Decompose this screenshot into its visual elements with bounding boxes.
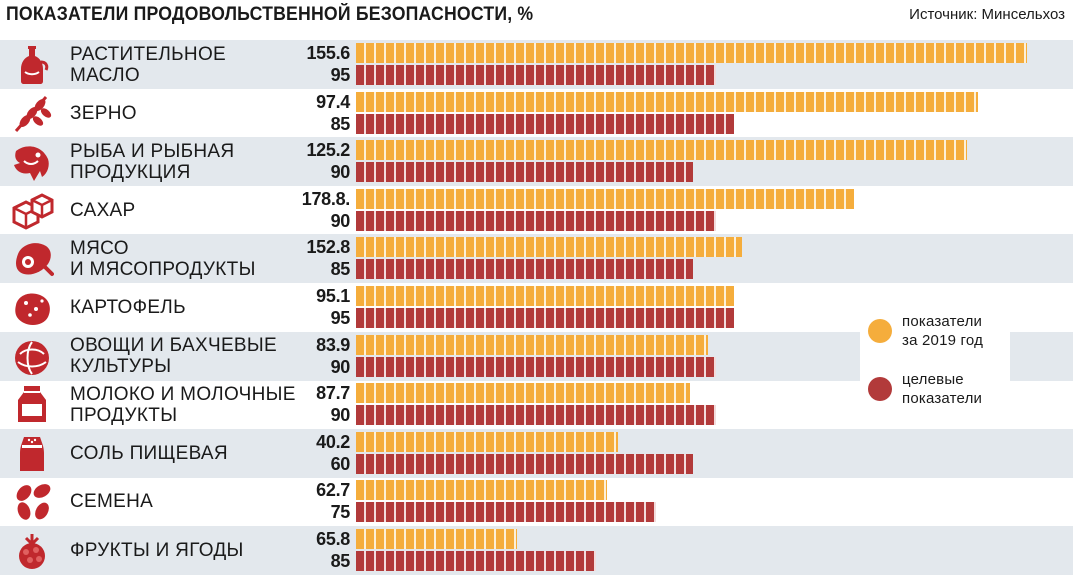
value-label-2019: 125.2 xyxy=(306,140,350,161)
bar-2019 xyxy=(356,480,608,501)
value-label-2019: 152.8 xyxy=(306,237,350,258)
source-note: Источник: Минсельхоз xyxy=(909,6,1065,23)
legend-label-actual: показатели за 2019 год xyxy=(902,313,984,349)
value-label-target: 90 xyxy=(330,162,351,183)
bar-target xyxy=(356,453,694,474)
category-row: СОЛЬ ПИЩЕВАЯ 40.2 60 xyxy=(0,428,1073,478)
category-row: ЗЕРНО 97.4 85 xyxy=(0,89,1073,138)
legend: показатели за 2019 год целевые показател… xyxy=(860,300,1010,422)
category-label: ОВОЩИ И БАХЧЕВЫЕ КУЛЬТУРЫ xyxy=(70,335,277,378)
bar-target xyxy=(356,308,735,328)
value-label-2019: 178.8. xyxy=(301,188,351,209)
bar-2019 xyxy=(356,383,690,404)
bar-2019 xyxy=(356,91,979,112)
bar-2019 xyxy=(356,286,735,306)
category-label: КАРТОФЕЛЬ xyxy=(70,297,186,318)
chart-area: РАСТИТЕЛЬНОЕ МАСЛО 155.6 95 ЗЕРНО 97.4 85 РЫБА… xyxy=(0,40,1073,580)
category-row: СЕМЕНА 62.7 75 xyxy=(0,477,1073,526)
bar-2019 xyxy=(356,140,967,161)
value-label-2019: 83.9 xyxy=(316,334,350,355)
value-label-2019: 87.7 xyxy=(316,383,350,404)
bar-target xyxy=(356,162,694,183)
sugar-cubes-icon xyxy=(10,188,54,232)
category-label: МОЛОКО И МОЛОЧНЫЕ ПРОДУКТЫ xyxy=(70,383,296,426)
ham-icon xyxy=(10,236,54,280)
value-label-target: 60 xyxy=(330,453,351,474)
bar-target xyxy=(356,65,716,85)
potato-icon xyxy=(10,285,54,329)
category-row: МОЛОКО И МОЛОЧНЫЕ ПРОДУКТЫ 87.7 90 xyxy=(0,380,1073,429)
bar-2019 xyxy=(356,334,709,355)
legend-label-target: целевые показатели xyxy=(902,371,983,407)
value-label-2019: 155.6 xyxy=(306,43,350,63)
value-label-target: 95 xyxy=(330,65,351,85)
milk-carton-icon xyxy=(10,382,54,426)
category-label: СОЛЬ ПИЩЕВАЯ xyxy=(70,442,228,464)
value-label-target: 90 xyxy=(330,210,351,231)
legend-swatch-target xyxy=(868,377,892,401)
value-label-target: 85 xyxy=(330,551,351,571)
value-label-target: 85 xyxy=(330,259,351,280)
bar-2019 xyxy=(356,43,1027,63)
category-row: КАРТОФЕЛЬ 95.1 95 xyxy=(0,283,1073,332)
value-label-target: 85 xyxy=(330,113,351,134)
category-label: МЯСО И МЯСОПРОДУКТЫ xyxy=(70,237,256,280)
bottle-icon xyxy=(10,42,54,86)
salt-shaker-icon xyxy=(10,431,54,475)
value-label-target: 75 xyxy=(330,502,351,523)
bar-2019 xyxy=(356,188,855,209)
category-label: РАСТИТЕЛЬНОЕ МАСЛО xyxy=(70,43,226,86)
category-label: САХАР xyxy=(70,199,136,221)
bar-target xyxy=(356,356,716,377)
category-label: СЕМЕНА xyxy=(70,491,154,513)
wheat-icon xyxy=(10,91,54,135)
fish-icon xyxy=(10,139,54,183)
bar-target xyxy=(356,551,596,571)
bar-target xyxy=(356,502,656,523)
value-label-2019: 95.1 xyxy=(316,286,350,306)
value-label-2019: 62.7 xyxy=(316,480,350,501)
cabbage-icon xyxy=(10,334,54,378)
category-row: ФРУКТЫ И ЯГОДЫ 65.8 85 xyxy=(0,526,1073,575)
bar-2019 xyxy=(356,529,518,549)
category-label: ЗЕРНО xyxy=(70,102,137,124)
legend-swatch-actual xyxy=(868,319,892,343)
bar-2019 xyxy=(356,431,619,452)
category-label: РЫБА И РЫБНАЯ ПРОДУКЦИЯ xyxy=(70,140,235,183)
value-label-2019: 40.2 xyxy=(316,431,350,452)
raspberry-icon xyxy=(10,528,54,572)
value-label-target: 95 xyxy=(330,308,351,328)
bar-target xyxy=(356,259,694,280)
value-label-target: 90 xyxy=(330,405,351,426)
value-label-2019: 65.8 xyxy=(316,529,350,549)
category-row: МЯСО И МЯСОПРОДУКТЫ 152.8 85 xyxy=(0,234,1073,284)
bar-target xyxy=(356,113,735,134)
bar-2019 xyxy=(356,237,742,258)
value-label-2019: 97.4 xyxy=(316,91,350,112)
value-label-target: 90 xyxy=(330,356,351,377)
seeds-icon xyxy=(10,479,54,523)
legend-item-actual: показатели за 2019 год xyxy=(868,312,983,350)
category-row: САХАР 178.8. 90 xyxy=(0,186,1073,235)
category-row: РАСТИТЕЛЬНОЕ МАСЛО 155.6 95 xyxy=(0,40,1073,89)
category-label: ФРУКТЫ И ЯГОДЫ xyxy=(70,540,244,561)
bar-target xyxy=(356,210,716,231)
category-row: РЫБА И РЫБНАЯ ПРОДУКЦИЯ 125.2 90 xyxy=(0,137,1073,187)
legend-item-target: целевые показатели xyxy=(868,370,982,408)
chart-title: ПОКАЗАТЕЛИ ПРОДОВОЛЬСТВЕННОЙ БЕЗОПАСНОСТ… xyxy=(6,4,534,25)
bar-target xyxy=(356,405,716,426)
